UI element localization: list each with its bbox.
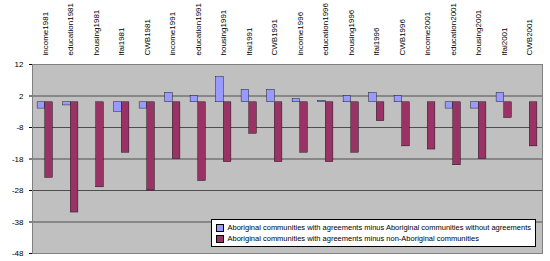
- svg-text:-18: -18: [12, 155, 24, 164]
- svg-text:-28: -28: [12, 186, 24, 195]
- svg-text:2: 2: [19, 92, 24, 101]
- svg-text:-8: -8: [16, 123, 24, 132]
- svg-text:CWB1991: CWB1991: [270, 18, 279, 55]
- svg-text:CWB1981: CWB1981: [143, 18, 152, 55]
- svg-text:income2001: income2001: [423, 11, 432, 55]
- svg-text:lfai1991: lfai1991: [245, 27, 254, 56]
- svg-text:lfai1981: lfai1981: [117, 27, 126, 56]
- svg-text:housing1981: housing1981: [92, 9, 101, 55]
- svg-text:education1991: education1991: [194, 2, 203, 55]
- svg-text:lfai1996: lfai1996: [372, 27, 381, 56]
- svg-text:housing2001: housing2001: [474, 9, 483, 55]
- svg-text:income1996: income1996: [296, 11, 305, 55]
- svg-text:CWB1996: CWB1996: [398, 18, 407, 55]
- svg-text:-48: -48: [12, 249, 24, 258]
- svg-text:income1991: income1991: [168, 11, 177, 55]
- svg-text:CWB2001: CWB2001: [525, 18, 534, 55]
- svg-text:housing1996: housing1996: [347, 9, 356, 55]
- svg-text:housing1991: housing1991: [219, 9, 228, 55]
- svg-text:education1996: education1996: [321, 2, 330, 55]
- svg-text:12: 12: [15, 60, 24, 69]
- svg-text:education1981: education1981: [66, 2, 75, 55]
- svg-text:education2001: education2001: [449, 2, 458, 55]
- svg-text:-38: -38: [12, 218, 24, 227]
- svg-text:lfai2001: lfai2001: [500, 27, 509, 56]
- html-text:Aboriginal communities with ag: Aboriginal communities with agreements m…: [227, 234, 479, 243]
- html-text:Aboriginal communities with ag: Aboriginal communities with agreements m…: [227, 223, 531, 232]
- svg-text:income1981: income1981: [41, 11, 50, 55]
